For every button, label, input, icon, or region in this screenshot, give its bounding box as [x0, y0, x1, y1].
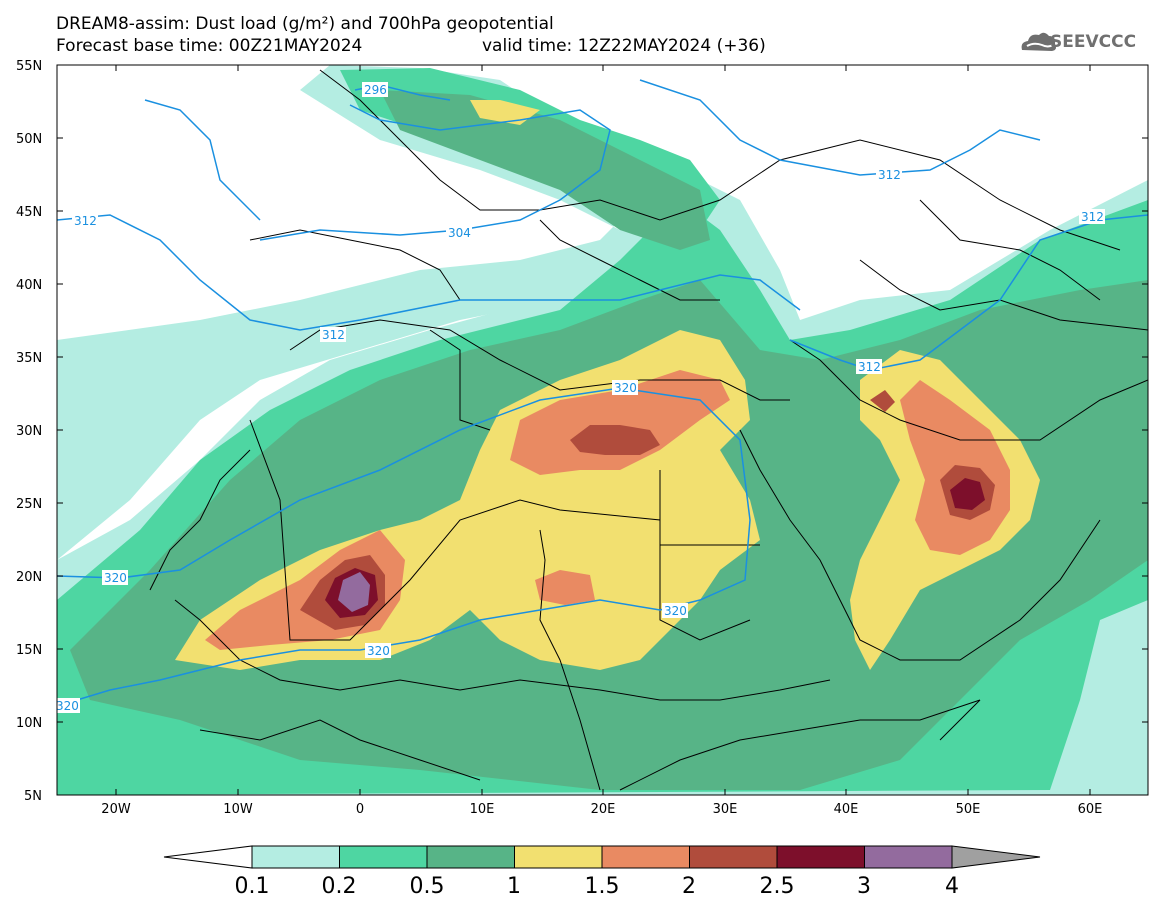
colorbar-swatch: [689, 845, 778, 869]
lat-label: 20N: [16, 570, 42, 585]
lon-label: 60E: [1078, 802, 1103, 817]
lon-label: 10E: [470, 802, 495, 817]
contour-label: 312: [878, 168, 901, 182]
colorbar: 0.1 0.2 0.5 1 1.5 2 2.5 3 4: [163, 845, 1041, 899]
forecast-base-time: Forecast base time: 00Z21MAY2024: [56, 36, 363, 56]
contour-label: 304: [448, 226, 471, 240]
contour-label: 320: [664, 604, 687, 618]
colorbar-swatch: [426, 845, 515, 869]
colorbar-swatches: [251, 845, 953, 869]
contour-label: 320: [367, 644, 390, 658]
lon-label: 30E: [713, 802, 738, 817]
colorbar-label: 0.5: [410, 874, 445, 899]
lat-label: 15N: [16, 643, 42, 658]
lat-label: 5N: [24, 789, 42, 804]
contour-label: 312: [1081, 210, 1104, 224]
lat-label: 10N: [16, 716, 42, 731]
colorbar-high-extend: [951, 845, 1041, 869]
contour-label: 312: [74, 214, 97, 228]
cloud-logo-icon: [1021, 32, 1056, 51]
colorbar-label: 4: [945, 874, 959, 899]
lon-label: 20W: [101, 802, 131, 817]
colorbar-swatch: [514, 845, 603, 869]
logo-text: SEEVCCC: [1050, 32, 1137, 52]
lat-label: 35N: [16, 351, 42, 366]
contour-label: 312: [858, 360, 881, 374]
colorbar-swatch: [864, 845, 953, 869]
contour-label: 320: [104, 571, 127, 585]
contour-label: 312: [322, 328, 345, 342]
colorbar-swatch: [339, 845, 428, 869]
geopotential-contours: [57, 79, 1148, 707]
colorbar-label: 0.2: [322, 874, 357, 899]
country-borders: [149, 69, 1148, 791]
lon-label: 0: [356, 802, 364, 817]
colorbar-low-extend: [163, 845, 253, 869]
dust-fields: [57, 65, 1148, 795]
lat-label: 30N: [16, 424, 42, 439]
colorbar-label: 1: [507, 874, 521, 899]
colorbar-label: 0.1: [235, 874, 270, 899]
contour-label: 320: [56, 699, 79, 713]
colorbar-label: 2: [682, 874, 696, 899]
map-title: DREAM8-assim: Dust load (g/m²) and 700hP…: [56, 14, 554, 34]
lat-label: 25N: [16, 497, 42, 512]
lon-label: 10W: [223, 802, 253, 817]
contour-label: 296: [364, 83, 387, 97]
colorbar-swatch: [601, 845, 690, 869]
valid-time: valid time: 12Z22MAY2024 (+36): [482, 36, 766, 56]
axis-ticks: [57, 64, 1148, 795]
colorbar-label: 1.5: [585, 874, 620, 899]
lat-label: 45N: [16, 205, 42, 220]
longitude-labels: 20W 10W 0 10E 20E 30E 40E 50E 60E: [101, 802, 1102, 817]
colorbar-swatch: [776, 845, 865, 869]
latitude-labels: 55N 50N 45N 40N 35N 30N 25N 20N 15N 10N …: [16, 59, 42, 804]
lon-label: 50E: [956, 802, 981, 817]
lat-label: 50N: [16, 132, 42, 147]
lat-label: 55N: [16, 59, 42, 74]
colorbar-label: 3: [857, 874, 871, 899]
lon-label: 40E: [834, 802, 859, 817]
contour-labels: 296 304 312 312 312 312 312 320 320 320 …: [54, 82, 1105, 713]
colorbar-swatch: [251, 845, 340, 869]
lon-label: 20E: [591, 802, 616, 817]
colorbar-label: 2.5: [760, 874, 795, 899]
lat-label: 40N: [16, 278, 42, 293]
contour-label: 320: [614, 381, 637, 395]
